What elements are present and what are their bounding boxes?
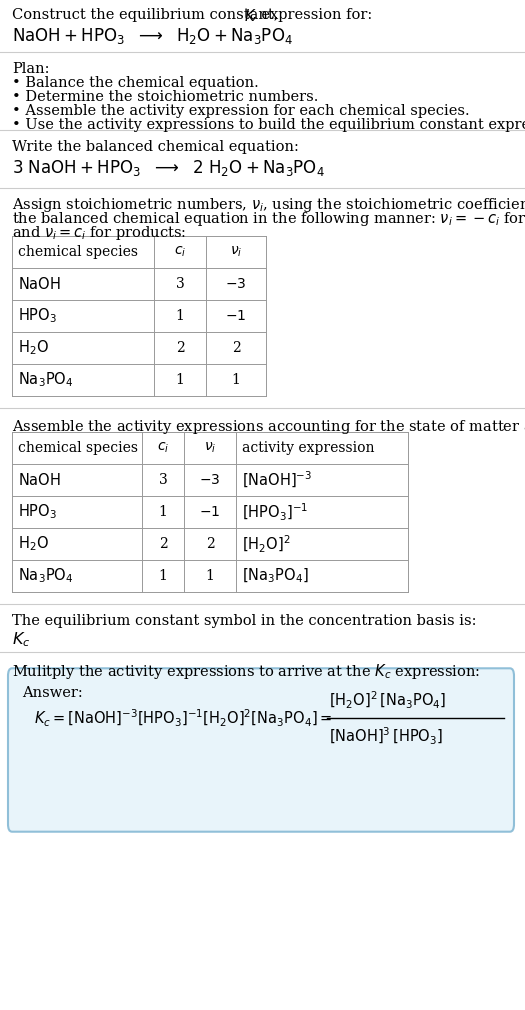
Text: $c_i$: $c_i$ (174, 244, 186, 260)
Text: Answer:: Answer: (22, 686, 83, 700)
Text: chemical species: chemical species (18, 245, 138, 259)
Text: 2: 2 (206, 537, 214, 551)
Text: • Use the activity expressions to build the equilibrium constant expression.: • Use the activity expressions to build … (12, 118, 525, 132)
Text: $K$: $K$ (244, 8, 257, 24)
Text: 1: 1 (206, 569, 214, 583)
Text: 2: 2 (176, 341, 184, 355)
Text: Assemble the activity expressions accounting for the state of matter and $\nu_i$: Assemble the activity expressions accoun… (12, 418, 525, 436)
Text: $\mathrm{3\ NaOH + HPO_3\ \ {\longrightarrow}\ \ 2\ H_2O + Na_3PO_4}$: $\mathrm{3\ NaOH + HPO_3\ \ {\longrighta… (12, 158, 325, 178)
Text: 1: 1 (232, 373, 240, 387)
Text: $K_c = [\mathrm{NaOH}]^{-3}[\mathrm{HPO_3}]^{-1}[\mathrm{H_2O}]^{2}[\mathrm{Na_3: $K_c = [\mathrm{NaOH}]^{-3}[\mathrm{HPO_… (34, 707, 332, 728)
Text: $\nu_i$: $\nu_i$ (204, 440, 216, 456)
Text: $[\mathrm{H_2O}]^{2}\,[\mathrm{Na_3PO_4}]$: $[\mathrm{H_2O}]^{2}\,[\mathrm{Na_3PO_4}… (329, 690, 446, 711)
Text: $[\mathrm{Na_3PO_4}]$: $[\mathrm{Na_3PO_4}]$ (242, 567, 309, 585)
Text: activity expression: activity expression (242, 441, 374, 454)
Text: $-3$: $-3$ (200, 473, 220, 487)
FancyBboxPatch shape (8, 669, 514, 831)
Text: $\mathrm{H_2O}$: $\mathrm{H_2O}$ (18, 338, 49, 358)
Text: $[\mathrm{H_2O}]^{2}$: $[\mathrm{H_2O}]^{2}$ (242, 533, 291, 554)
Text: $\mathrm{Na_3PO_4}$: $\mathrm{Na_3PO_4}$ (18, 371, 74, 389)
Text: $\mathrm{NaOH + HPO_3\ \ {\longrightarrow}\ \ H_2O + Na_3PO_4}$: $\mathrm{NaOH + HPO_3\ \ {\longrightarro… (12, 26, 293, 46)
Text: $\mathrm{HPO_3}$: $\mathrm{HPO_3}$ (18, 503, 57, 521)
Text: Construct the equilibrium constant,: Construct the equilibrium constant, (12, 8, 283, 22)
Text: $K_c$: $K_c$ (12, 630, 30, 648)
Text: Assign stoichiometric numbers, $\nu_i$, using the stoichiometric coefficients, $: Assign stoichiometric numbers, $\nu_i$, … (12, 196, 525, 214)
Text: 1: 1 (159, 569, 167, 583)
Text: 3: 3 (176, 277, 184, 291)
Text: Plan:: Plan: (12, 62, 49, 76)
Text: $[\mathrm{HPO_3}]^{-1}$: $[\mathrm{HPO_3}]^{-1}$ (242, 501, 308, 522)
Text: $\mathrm{NaOH}$: $\mathrm{NaOH}$ (18, 472, 61, 488)
Text: 2: 2 (159, 537, 167, 551)
Text: $[\mathrm{NaOH}]^{3}\,[\mathrm{HPO_3}]$: $[\mathrm{NaOH}]^{3}\,[\mathrm{HPO_3}]$ (329, 725, 443, 746)
Text: , expression for:: , expression for: (252, 8, 372, 22)
Text: $c_i$: $c_i$ (157, 440, 169, 456)
Text: $\mathrm{Na_3PO_4}$: $\mathrm{Na_3PO_4}$ (18, 567, 74, 586)
Text: 1: 1 (175, 309, 184, 323)
Text: chemical species: chemical species (18, 441, 138, 454)
Text: $\mathrm{NaOH}$: $\mathrm{NaOH}$ (18, 276, 61, 292)
Text: The equilibrium constant symbol in the concentration basis is:: The equilibrium constant symbol in the c… (12, 614, 477, 628)
Text: • Balance the chemical equation.: • Balance the chemical equation. (12, 76, 259, 90)
Text: 1: 1 (159, 505, 167, 519)
Text: $\nu_i$: $\nu_i$ (230, 244, 242, 260)
Text: $-1$: $-1$ (225, 309, 247, 323)
Text: Mulitply the activity expressions to arrive at the $K_c$ expression:: Mulitply the activity expressions to arr… (12, 662, 480, 681)
Text: $\mathrm{H_2O}$: $\mathrm{H_2O}$ (18, 534, 49, 553)
Text: the balanced chemical equation in the following manner: $\nu_i = -c_i$ for react: the balanced chemical equation in the fo… (12, 210, 525, 228)
Text: 3: 3 (159, 473, 167, 487)
Text: $[\mathrm{NaOH}]^{-3}$: $[\mathrm{NaOH}]^{-3}$ (242, 470, 312, 490)
Text: • Determine the stoichiometric numbers.: • Determine the stoichiometric numbers. (12, 90, 318, 104)
Text: 2: 2 (232, 341, 240, 355)
Text: and $\nu_i = c_i$ for products:: and $\nu_i = c_i$ for products: (12, 224, 186, 242)
Text: $\mathrm{HPO_3}$: $\mathrm{HPO_3}$ (18, 307, 57, 325)
Text: Write the balanced chemical equation:: Write the balanced chemical equation: (12, 140, 299, 154)
Text: $-1$: $-1$ (200, 505, 220, 519)
Text: • Assemble the activity expression for each chemical species.: • Assemble the activity expression for e… (12, 104, 470, 118)
Text: 1: 1 (175, 373, 184, 387)
Text: $-3$: $-3$ (225, 277, 247, 291)
